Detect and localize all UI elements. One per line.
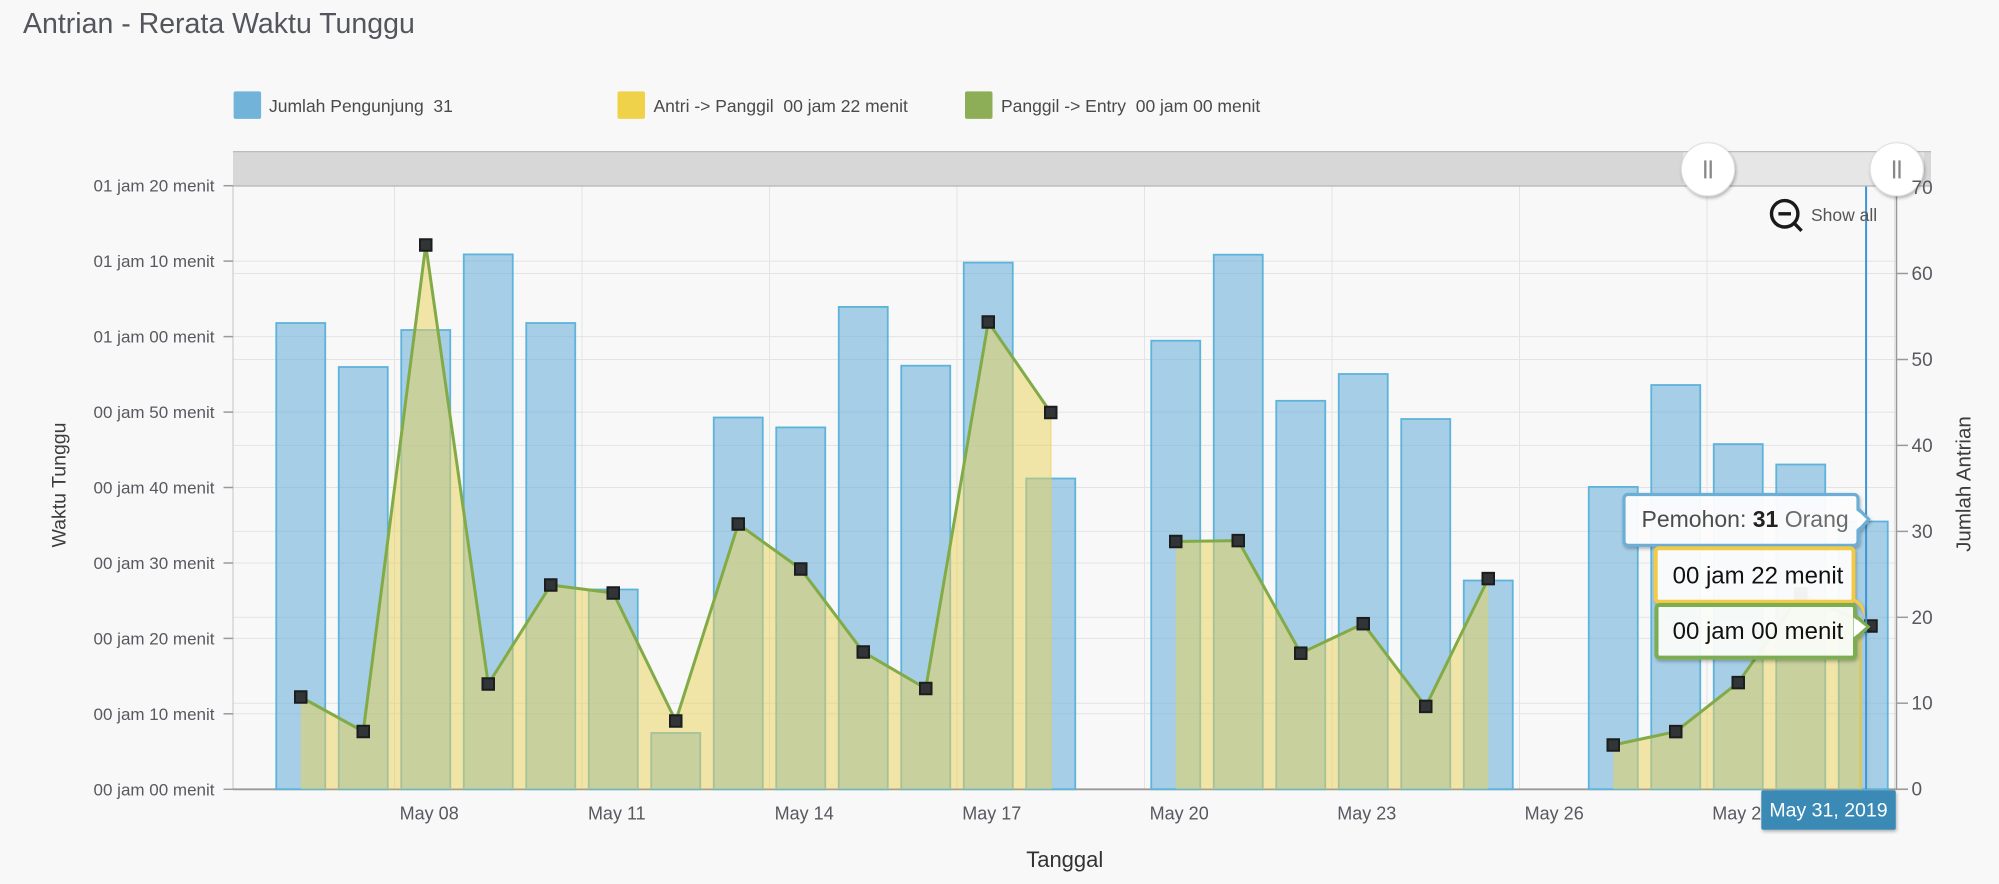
svg-text:70: 70 <box>1912 178 1933 199</box>
svg-text:Antri -> Panggil 00 jam 22 me: Antri -> Panggil 00 jam 22 menit <box>654 96 909 116</box>
svg-text:May 17: May 17 <box>962 804 1021 824</box>
svg-text:00 jam 20 menit: 00 jam 20 menit <box>94 629 215 648</box>
svg-text:Jumlah Pengunjung 31: Jumlah Pengunjung 31 <box>269 96 453 116</box>
svg-text:20: 20 <box>1912 608 1933 629</box>
svg-text:May 14: May 14 <box>775 804 834 824</box>
svg-text:May 31, 2019: May 31, 2019 <box>1769 800 1887 822</box>
svg-text:Jumlah Antrian: Jumlah Antrian <box>1953 416 1976 552</box>
svg-text:Show all: Show all <box>1811 205 1877 225</box>
svg-text:00 jam 50 menit: 00 jam 50 menit <box>94 403 215 422</box>
svg-text:00 jam 10 menit: 00 jam 10 menit <box>94 705 215 724</box>
svg-text:Waktu Tunggu: Waktu Tunggu <box>49 422 71 547</box>
svg-text:00 jam 30 menit: 00 jam 30 menit <box>94 554 215 573</box>
svg-text:01 jam 00 menit: 01 jam 00 menit <box>94 328 215 347</box>
svg-text:10: 10 <box>1912 694 1933 715</box>
svg-text:Pemohon: 31 Orang: Pemohon: 31 Orang <box>1642 506 1849 532</box>
svg-text:01 jam 20 menit: 01 jam 20 menit <box>94 177 215 196</box>
svg-text:30: 30 <box>1912 522 1933 543</box>
svg-text:00 jam 00 menit: 00 jam 00 menit <box>1673 618 1844 645</box>
svg-text:May 11: May 11 <box>588 804 646 824</box>
svg-text:Antrian - Rerata Waktu Tunggu: Antrian - Rerata Waktu Tunggu <box>23 8 415 40</box>
svg-text:00 jam 22 menit: 00 jam 22 menit <box>1673 563 1844 590</box>
svg-text:40: 40 <box>1912 436 1933 457</box>
svg-text:Panggil -> Entry 00 jam 00 me: Panggil -> Entry 00 jam 00 menit <box>1001 96 1260 116</box>
svg-text:0: 0 <box>1912 780 1923 801</box>
svg-text:60: 60 <box>1912 264 1933 285</box>
svg-text:00 jam 40 menit: 00 jam 40 menit <box>94 479 215 498</box>
svg-text:01 jam 10 menit: 01 jam 10 menit <box>94 252 215 271</box>
svg-text:50: 50 <box>1912 350 1933 371</box>
svg-text:Tanggal: Tanggal <box>1026 847 1103 872</box>
svg-text:May 29: May 29 <box>1712 804 1771 824</box>
svg-text:May 26: May 26 <box>1525 804 1584 824</box>
svg-text:00 jam 00 menit: 00 jam 00 menit <box>94 780 215 799</box>
svg-text:May 20: May 20 <box>1150 804 1209 824</box>
svg-text:May 08: May 08 <box>400 804 459 824</box>
svg-text:May 23: May 23 <box>1337 804 1396 824</box>
